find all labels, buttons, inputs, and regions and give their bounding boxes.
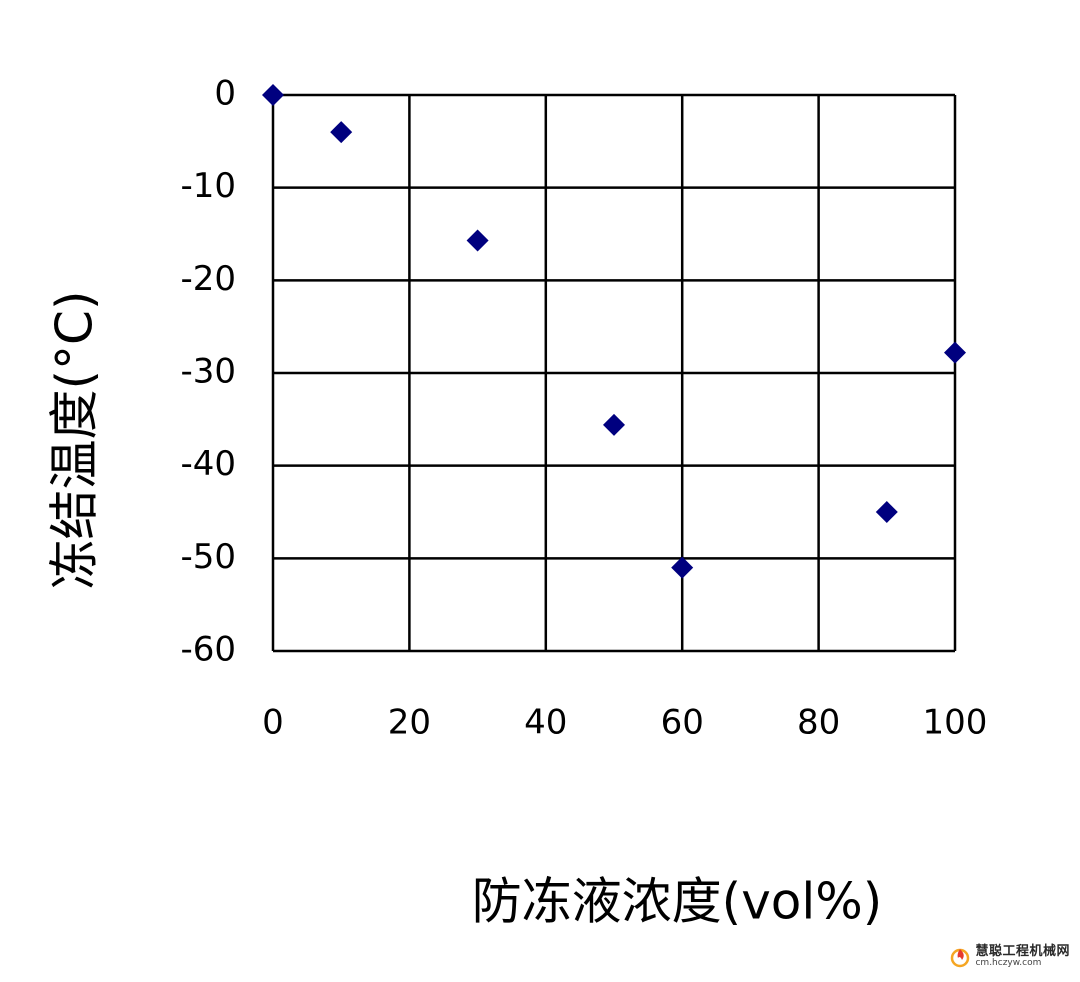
data-point-0: [262, 84, 284, 106]
x-tick-label: 100: [923, 703, 988, 743]
y-tick-label: -50: [180, 537, 236, 577]
x-tick-label: 80: [797, 703, 840, 743]
data-point-1: [330, 121, 353, 144]
grid-lines: [271, 93, 957, 653]
data-point-2: [466, 229, 489, 252]
x-tick-label: 60: [661, 703, 704, 743]
data-points: [262, 84, 966, 579]
watermark-name: 慧聪工程机械网: [975, 944, 1070, 959]
y-tick-label: -20: [180, 259, 236, 299]
x-tick-label: 20: [388, 703, 431, 743]
y-tick-label: 0: [214, 74, 236, 114]
y-axis-title: 冻结温度(°C): [46, 291, 104, 590]
x-tick-label: 40: [524, 703, 567, 743]
y-tick-label: -40: [180, 444, 236, 484]
data-point-5: [875, 501, 898, 523]
data-point-4: [671, 556, 694, 579]
y-axis-ticks: 0 -10 -20 -30 -40 -50 -60: [180, 74, 236, 670]
y-tick-label: -60: [180, 630, 236, 670]
flame-logo-icon: [949, 946, 971, 968]
watermark-url: cm.hczyw.com: [975, 958, 1042, 968]
data-point-6: [944, 341, 966, 364]
x-axis-ticks: 0 20 40 60 80 100: [262, 703, 987, 743]
watermark: 慧聪工程机械网 cm.hczyw.com: [949, 945, 1070, 968]
x-tick-label: 0: [262, 703, 284, 743]
y-tick-label: -10: [180, 166, 236, 206]
data-point-3: [603, 413, 625, 436]
x-axis-title: 防冻液浓度(vol%): [472, 873, 883, 931]
y-tick-label: -30: [180, 352, 236, 392]
